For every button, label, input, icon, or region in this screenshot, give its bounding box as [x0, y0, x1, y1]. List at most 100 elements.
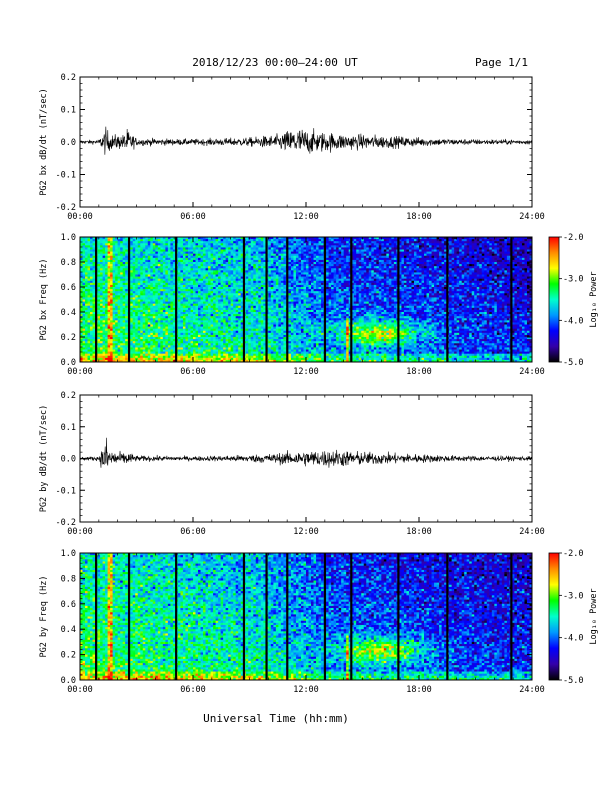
spectrogram-cell — [110, 314, 114, 317]
spectrogram-cell — [117, 334, 121, 338]
spectrogram-cell — [132, 326, 136, 330]
spectrogram-cell — [112, 295, 116, 298]
spectrogram-cell — [152, 305, 156, 309]
spectrogram-cell — [100, 351, 103, 355]
spectrogram-cell — [110, 301, 114, 305]
spectrogram-cell — [150, 287, 154, 290]
spectrogram-cell — [90, 351, 93, 355]
spectrogram-cell — [87, 320, 91, 323]
spectrogram-cell — [137, 337, 141, 340]
spectrogram-cell — [105, 280, 109, 284]
spectrogram-cell — [145, 268, 149, 271]
spectrogram-cell — [137, 268, 141, 271]
spectrogram-cell — [157, 345, 161, 348]
spectrogram-cell — [102, 337, 106, 340]
spectrogram-cell — [87, 264, 91, 267]
spectrogram-cell — [97, 243, 101, 246]
spectrogram-cell — [107, 253, 111, 257]
spectrogram-cell — [82, 278, 86, 282]
spectrogram-cell — [80, 301, 83, 305]
spectrogram-cell — [155, 295, 159, 298]
spectrogram-cell — [110, 309, 114, 313]
spectrogram-cell — [82, 328, 86, 332]
spectrogram-cell — [92, 239, 96, 242]
spectrogram-cell — [157, 268, 161, 271]
spectrogram-cell — [135, 251, 139, 255]
spectrogram-cell — [82, 289, 86, 292]
spectrogram-cell — [170, 332, 174, 336]
spectrogram-cell — [82, 293, 86, 296]
spectrogram-cell — [167, 357, 171, 361]
spectrogram-cell — [122, 297, 126, 300]
spectrogram-cell — [152, 332, 156, 336]
spectrogram-cell — [167, 282, 171, 286]
spectrogram-cell — [157, 351, 161, 355]
spectrogram-cell — [140, 291, 144, 294]
spectrogram-cell — [82, 280, 86, 284]
spectrogram-cell — [87, 251, 91, 255]
spectrogram-cell — [130, 353, 134, 357]
spectrogram-cell — [147, 251, 151, 255]
spectrogram-cell — [90, 259, 93, 263]
spectrogram-cell — [142, 245, 146, 248]
spectrogram-cell — [112, 247, 116, 250]
spectrogram-cell — [150, 347, 154, 350]
spectrogram-cell — [135, 264, 139, 267]
spectrogram-cell — [107, 318, 111, 321]
spectrogram-cell — [120, 295, 124, 298]
spectrogram-cell — [110, 328, 114, 332]
spectrogram-cell — [110, 349, 114, 352]
spectrogram-cell — [130, 247, 134, 250]
spectrogram-cell — [142, 357, 146, 361]
spectrogram-cell — [165, 343, 169, 346]
spectrogram-cell — [130, 343, 134, 346]
spectrogram-cell — [155, 351, 159, 355]
spectrogram-cell — [145, 322, 149, 325]
spectrogram-cell — [130, 278, 134, 282]
spectrogram-cell — [130, 239, 134, 242]
spectrogram-cell — [162, 259, 166, 263]
spectrogram-cell — [120, 257, 124, 261]
spectrogram-cell — [135, 299, 139, 302]
spectrogram-cell — [117, 339, 121, 342]
spectrogram-cell — [100, 309, 103, 313]
spectrogram-cell — [117, 337, 121, 340]
spectrogram-cell — [170, 316, 174, 319]
spectrogram-cell — [122, 291, 126, 294]
spectrogram-cell — [97, 278, 101, 282]
spectrogram-cell — [85, 299, 88, 302]
spectrogram-cell — [112, 341, 116, 344]
spectrogram-cell — [137, 318, 141, 321]
spectrogram-cell — [170, 305, 174, 309]
spectrogram-cell — [120, 314, 124, 317]
spectrogram-cell — [150, 355, 154, 359]
spectrogram-cell — [102, 359, 106, 363]
spectrogram-cell — [120, 339, 124, 342]
spectrogram-cell — [120, 330, 124, 334]
spectrogram-cell — [107, 239, 111, 242]
spectrogram-cell — [130, 245, 134, 248]
spectrogram-cell — [125, 341, 129, 344]
spectrogram-cell — [155, 307, 159, 311]
spectrogram-cell — [122, 355, 126, 359]
spectrogram-cell — [82, 243, 86, 246]
spectrogram-cell — [162, 309, 166, 313]
spectrogram-cell — [117, 262, 121, 265]
spectrogram-cell — [92, 337, 96, 340]
spectrogram-cell — [145, 278, 149, 282]
spectrogram-cell — [122, 345, 126, 348]
spectrogram-cell — [105, 287, 109, 290]
spectrogram-cell — [162, 332, 166, 336]
spectrogram-cell — [147, 259, 151, 263]
spectrogram-cell — [150, 291, 154, 294]
spectrogram-cell — [165, 255, 169, 259]
spectrogram-cell — [90, 274, 93, 277]
spectrogram-cell — [147, 262, 151, 265]
spectrogram-cell — [90, 301, 93, 305]
spectrogram-cell — [165, 332, 169, 336]
spectrogram-cell — [132, 257, 136, 261]
spectrogram-cell — [140, 259, 144, 263]
spectrogram-cell — [80, 284, 83, 288]
spectrogram-cell — [107, 243, 111, 246]
spectrogram-cell — [140, 357, 144, 361]
